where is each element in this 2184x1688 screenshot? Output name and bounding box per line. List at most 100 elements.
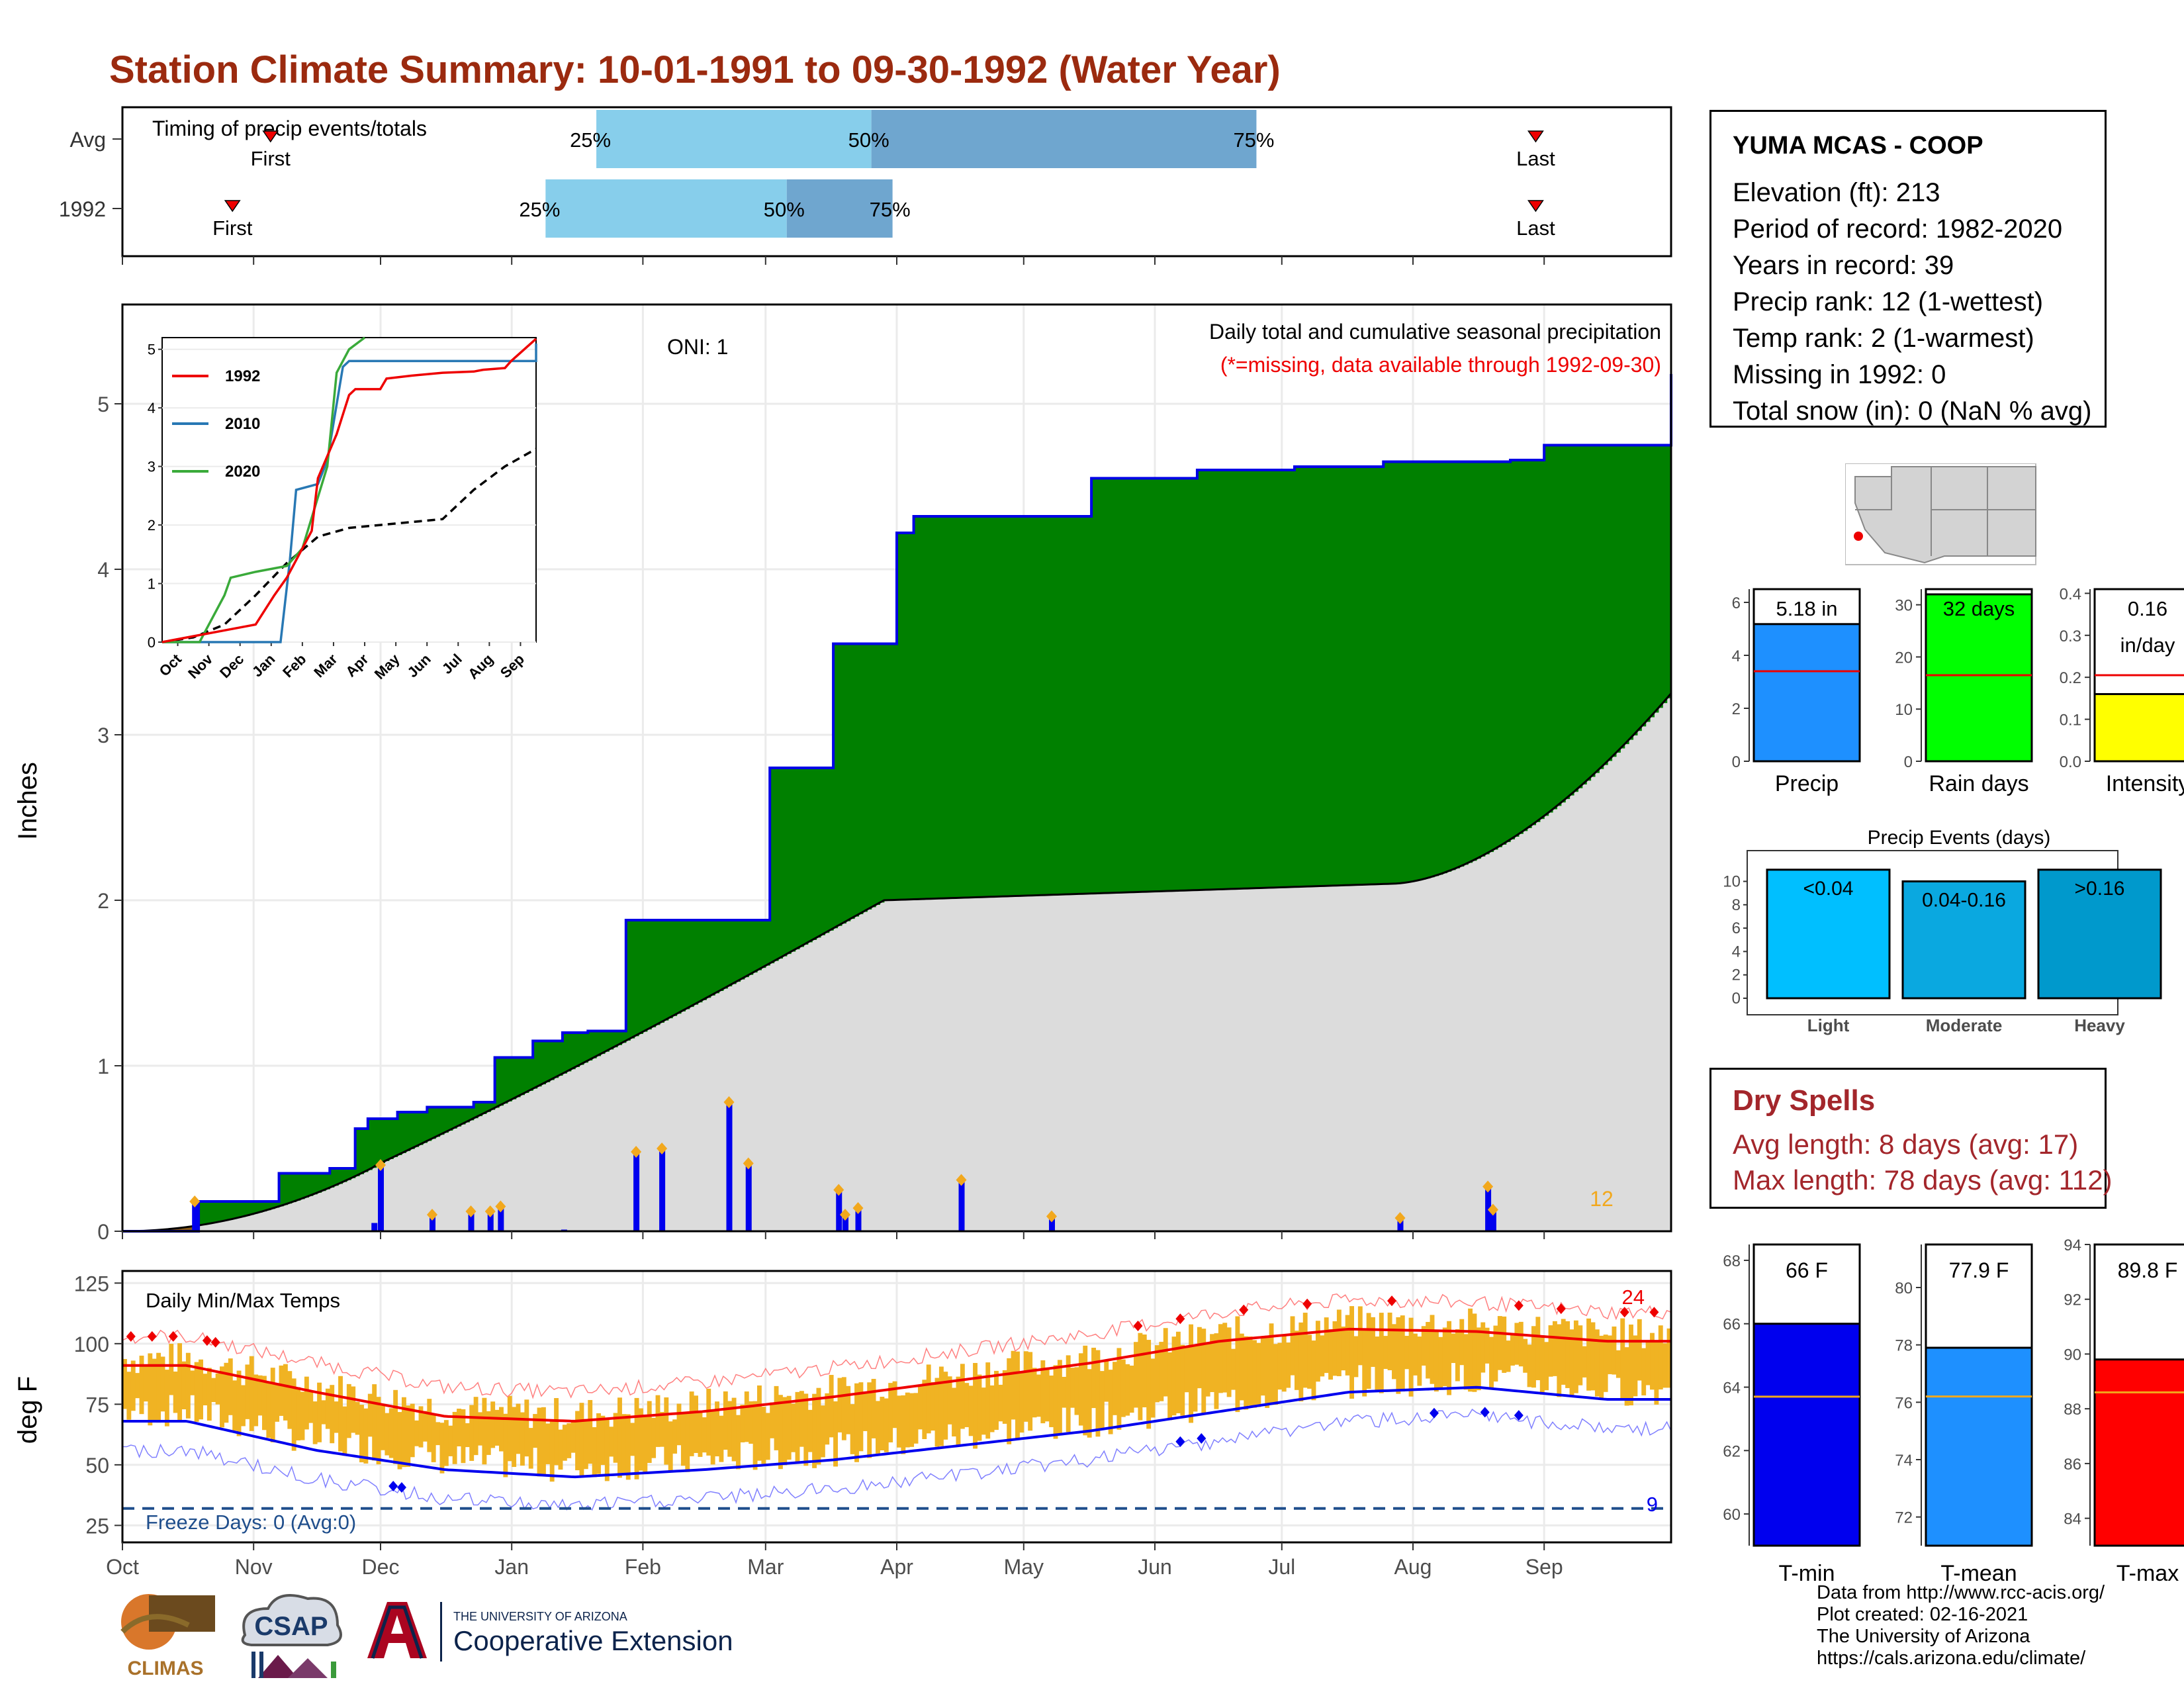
above-average-area <box>634 920 639 1037</box>
daily-temp-range <box>1586 1318 1592 1391</box>
temp-summary-y-label: 76 <box>1895 1394 1913 1412</box>
record-high-marker <box>126 1331 136 1342</box>
summary-label: Rain days <box>1929 771 2028 796</box>
above-average-area <box>1167 478 1173 892</box>
record-high-marker <box>1556 1303 1566 1315</box>
above-average-area <box>236 1201 242 1218</box>
event-marker <box>840 1209 850 1221</box>
daily-temp-range <box>1125 1364 1130 1416</box>
daily-temp-range <box>1269 1323 1274 1405</box>
above-average-area <box>829 768 834 931</box>
summary-y-label: 0.3 <box>2060 628 2081 645</box>
daily-temp-range <box>537 1407 542 1477</box>
above-average-area <box>968 516 974 898</box>
inset-1992-line <box>161 338 537 643</box>
temp-summary-y-label: 64 <box>1723 1380 1741 1397</box>
precip-label-1: Daily total and cumulative seasonal prec… <box>1209 320 1661 344</box>
above-average-area <box>199 1201 204 1226</box>
daily-temp-range <box>1480 1322 1486 1373</box>
temp-ylabel: deg F <box>13 1376 42 1444</box>
station-info-box: YUMA MCAS - COOP Elevation (ft): 213 Per… <box>1709 110 2107 428</box>
above-average-area <box>1493 461 1498 850</box>
daily-temp-range <box>317 1382 322 1442</box>
above-average-area <box>494 1057 500 1108</box>
x-tick-label: Jan <box>494 1555 529 1579</box>
daily-temp-range <box>680 1414 686 1466</box>
page-title: Station Climate Summary: 10-01-1991 to 0… <box>109 48 1281 91</box>
above-average-area <box>643 920 648 1032</box>
daily-temp-range <box>1155 1345 1160 1403</box>
events-y-label: 2 <box>1732 966 1741 984</box>
above-average-area <box>744 920 749 978</box>
above-average-area <box>1506 461 1511 843</box>
daily-temp-range <box>224 1362 229 1423</box>
daily-temp-range <box>249 1356 254 1431</box>
above-average-area <box>410 1112 415 1149</box>
daily-temp-range <box>715 1401 719 1457</box>
event-marker <box>852 1202 864 1214</box>
summary-label: Intensity <box>2106 771 2184 796</box>
temp-summary-y-label: 60 <box>1723 1506 1741 1524</box>
daily-temp-range <box>583 1419 588 1470</box>
daily-temp-range <box>1134 1342 1138 1408</box>
above-average-area <box>694 920 699 1005</box>
above-average-area <box>1349 467 1355 886</box>
timing-p75-label: 75% <box>1233 128 1274 152</box>
daily-temp-range <box>1366 1313 1371 1389</box>
below-average-area <box>185 1227 191 1231</box>
above-average-area <box>1480 461 1486 857</box>
daily-temp-range <box>901 1395 906 1454</box>
daily-temp-range <box>816 1387 821 1465</box>
above-average-area <box>1565 445 1570 800</box>
above-average-area <box>376 1119 381 1165</box>
daily-temp-range <box>1476 1327 1481 1391</box>
events-bar-label: <0.04 <box>1803 878 1854 900</box>
precip-events-chart: Precip Events (days) 0 2 4 6 8 10 <0.04 Light 0.… <box>1723 827 2162 1035</box>
ua-big-text: Cooperative Extension <box>453 1625 733 1656</box>
daily-temp-range <box>334 1401 339 1433</box>
above-average-area <box>1315 467 1320 886</box>
daily-precip-bar <box>842 1215 848 1231</box>
above-average-area <box>554 1041 559 1078</box>
timing-bar-50-75 <box>871 110 1257 168</box>
above-average-area <box>1586 445 1592 781</box>
daily-temp-range <box>1552 1321 1557 1376</box>
event-marker <box>375 1159 386 1171</box>
station-info-line: Precip rank: 12 (1-wettest) <box>1733 287 2044 316</box>
above-average-area <box>1044 516 1050 896</box>
record-high-marker <box>1302 1298 1312 1309</box>
above-average-area <box>1497 461 1502 847</box>
daily-temp-range <box>740 1405 745 1442</box>
temp-summary-y-label: 88 <box>2064 1401 2081 1419</box>
daily-temp-range <box>342 1406 347 1456</box>
daily-temp-range <box>1108 1370 1113 1434</box>
above-average-area <box>1189 478 1194 890</box>
above-average-area <box>1662 445 1668 704</box>
daily-temp-range <box>1497 1316 1502 1370</box>
daily-temp-range <box>448 1425 453 1456</box>
above-average-area <box>1011 516 1016 896</box>
above-average-area <box>985 516 991 897</box>
above-average-area <box>397 1112 402 1155</box>
daily-temp-range <box>1608 1335 1612 1374</box>
events-y-label: 4 <box>1732 943 1741 961</box>
daily-temp-range <box>287 1371 293 1429</box>
above-average-area <box>1375 467 1380 884</box>
event-marker <box>743 1157 754 1170</box>
above-average-area <box>1193 478 1198 890</box>
daily-temp-range <box>418 1406 424 1448</box>
above-average-area <box>609 1031 614 1050</box>
daily-temp-range <box>880 1397 885 1450</box>
daily-temp-range <box>909 1393 915 1447</box>
first-marker <box>262 130 279 143</box>
y-tick-label: 4 <box>97 558 109 582</box>
above-average-area <box>1294 467 1299 887</box>
daily-temp-range <box>609 1427 614 1457</box>
daily-temp-range <box>486 1411 491 1455</box>
above-average-area <box>1256 470 1261 888</box>
daily-precip-bar <box>855 1208 862 1231</box>
daily-temp-range <box>1113 1362 1117 1415</box>
daily-temp-range <box>457 1409 461 1446</box>
events-y-label: 6 <box>1732 919 1741 937</box>
above-average-area <box>1624 445 1629 745</box>
